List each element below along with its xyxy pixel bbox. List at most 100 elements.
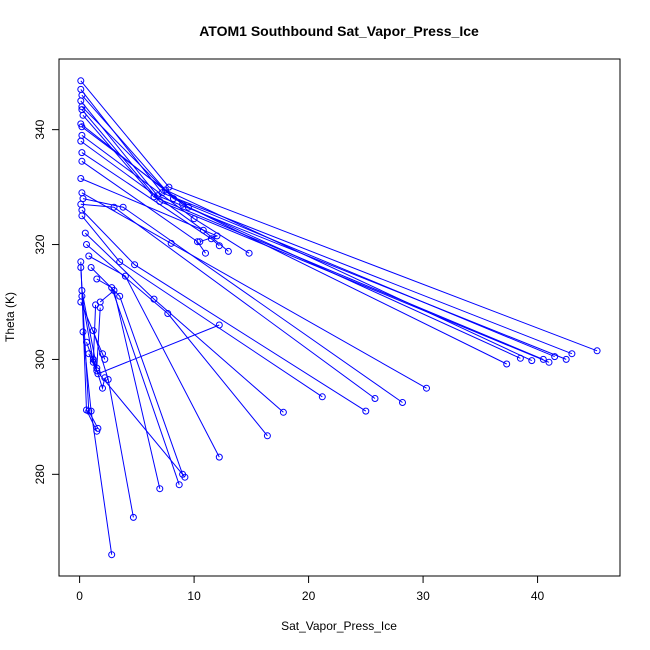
x-axis: 0 10 20 30 40 [76,575,545,603]
data-point [99,384,106,392]
data-point [77,264,85,271]
data-point [85,252,93,260]
data-point [568,350,576,358]
data-point [89,358,97,366]
x-tick-label: 10 [187,589,201,603]
series-line-23 [96,278,180,485]
y-tick-label: 320 [33,234,47,254]
series-line-29 [92,359,106,391]
series-line-30 [80,261,98,432]
data-point [108,551,116,559]
series-line-18 [81,215,323,398]
data-point [593,347,601,355]
series-line-31 [80,267,99,429]
data-point [279,408,287,416]
data-point [77,77,85,85]
data-point [77,85,85,93]
series-line-8 [81,126,521,359]
x-tick-label: 40 [531,589,545,603]
series-line-19 [84,232,284,413]
data-point [202,249,209,257]
data-point [551,353,559,361]
data-point [119,203,127,211]
y-axis-label: Theta (K) [3,292,17,342]
data-point [399,399,406,406]
data-point [116,258,124,266]
series-line-25 [92,330,134,518]
data-point [129,513,137,521]
x-tick-label: 20 [302,589,316,603]
data-point [78,149,86,157]
data-point [562,355,570,363]
data-point [104,376,112,383]
y-tick-label: 300 [33,349,47,369]
data-point [371,395,379,402]
data-point [93,364,101,372]
data-point [121,272,129,280]
data-point [83,241,90,248]
series-line-2 [80,89,573,355]
series-line-11 [81,152,220,247]
series-line-5 [81,109,550,363]
data-point [85,407,93,415]
data-point [77,137,85,145]
series-line-1 [80,80,598,352]
series-line-6 [82,114,544,360]
data-point [423,384,430,392]
data-point [165,183,173,191]
data-point [78,123,86,131]
series-line-13 [80,178,219,243]
data-point [77,298,85,306]
data-point [78,212,86,220]
data-point [245,249,253,257]
data-point [92,301,100,309]
y-tick-label: 280 [33,464,47,484]
data-point [179,200,187,208]
x-tick-label: 30 [416,589,430,603]
x-axis-label: Sat_Vapor_Press_Ice [281,619,397,633]
data-point [93,275,101,283]
series-line-21 [88,255,220,458]
series-line-4 [81,106,555,358]
data-point [215,242,223,250]
data-point [81,229,89,237]
data-point [77,175,85,182]
series-line-15 [82,198,403,403]
data-point [215,321,223,329]
data-point [539,355,547,363]
data-point [224,247,232,255]
series-line-3 [80,100,567,360]
plot-frame [58,58,621,577]
plot-area [77,77,601,559]
chart-title: ATOM1 Southbound Sat_Vapor_Press_Ice [199,23,479,39]
series-line-22 [90,267,184,475]
data-point [156,485,164,493]
series-line-16 [80,203,376,399]
data-point [94,424,102,432]
data-point [175,481,183,489]
y-tick-label: 340 [33,119,47,139]
data-point [213,232,221,240]
y-axis: 280 300 320 340 [33,119,60,484]
data-point [545,358,553,366]
data-point [362,407,370,415]
data-point [184,203,192,211]
series-line-17 [81,209,367,412]
x-tick-label: 0 [76,589,83,603]
data-point [87,407,95,415]
data-point [78,157,86,165]
data-point [101,374,109,382]
series-line-12 [81,160,206,254]
data-point [116,292,124,300]
series-line-24 [99,289,161,489]
data-point [110,287,118,294]
data-point [110,203,118,211]
data-point [89,327,97,335]
data-point [79,111,87,119]
series-line-33 [81,296,97,363]
data-point [263,432,271,440]
data-point [503,360,511,368]
data-point [164,310,172,317]
data-point [131,261,139,269]
